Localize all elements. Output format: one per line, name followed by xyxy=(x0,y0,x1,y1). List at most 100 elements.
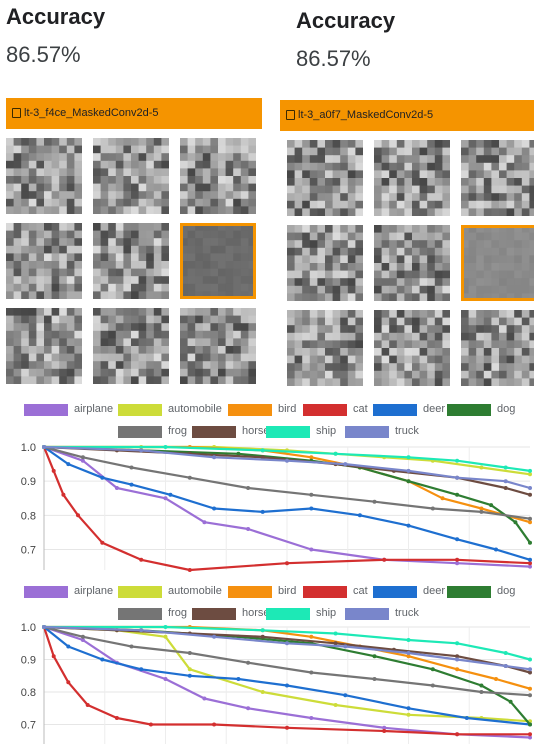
data-point-airplane xyxy=(309,716,313,720)
legend-label: truck xyxy=(395,607,419,619)
data-point-deer xyxy=(261,510,265,514)
data-point-deer xyxy=(66,462,70,466)
data-point-cat xyxy=(52,654,56,658)
data-point-frog xyxy=(246,486,250,490)
data-point-truck xyxy=(528,486,532,490)
legend-label: deer xyxy=(423,403,445,415)
data-point-frog xyxy=(479,510,483,514)
data-point-airplane xyxy=(164,496,168,500)
data-point-cat xyxy=(212,723,216,727)
legend-label: airplane xyxy=(74,585,113,597)
legend-swatch xyxy=(373,404,417,416)
data-point-bird xyxy=(494,677,498,681)
legend-label: automobile xyxy=(168,585,222,597)
data-point-deer xyxy=(358,513,362,517)
data-point-truck xyxy=(504,664,508,668)
data-point-truck xyxy=(455,658,459,662)
data-point-cat xyxy=(139,558,143,562)
y-tick-label: 0.7 xyxy=(21,720,36,732)
data-point-dog xyxy=(509,700,513,704)
image-icon xyxy=(286,110,295,120)
filter-thumbnail[interactable] xyxy=(287,140,363,216)
legend-swatch xyxy=(228,586,272,598)
legend-label: cat xyxy=(353,585,368,597)
per-class-accuracy-chart: 1.0 0.9 0.8 0.7 xyxy=(0,440,534,572)
data-point-ship xyxy=(528,658,532,662)
accuracy-title: Accuracy xyxy=(296,8,395,34)
data-point-cat xyxy=(100,541,104,545)
data-point-dog xyxy=(431,667,435,671)
legend-label: cat xyxy=(353,403,368,415)
data-point-automobile xyxy=(407,713,411,717)
data-point-ship xyxy=(261,628,265,632)
filter-thumbnail[interactable] xyxy=(374,140,450,216)
y-tick-label: 0.7 xyxy=(21,545,36,557)
data-point-ship xyxy=(455,641,459,645)
data-point-airplane xyxy=(202,697,206,701)
legend-swatch xyxy=(192,608,236,620)
data-point-truck xyxy=(504,479,508,483)
data-point-frog xyxy=(373,677,377,681)
data-point-frog xyxy=(188,651,192,655)
data-point-ship xyxy=(528,469,532,473)
data-point-deer xyxy=(407,524,411,528)
data-point-cat xyxy=(66,680,70,684)
legend-swatch xyxy=(303,586,347,598)
data-point-truck xyxy=(139,448,143,452)
data-point-bird xyxy=(528,687,532,691)
data-point-cat xyxy=(528,732,532,736)
legend-swatch xyxy=(24,586,68,598)
legend-label: deer xyxy=(423,585,445,597)
data-point-frog xyxy=(528,517,532,521)
legend-swatch xyxy=(345,426,389,438)
data-point-frog xyxy=(309,671,313,675)
data-point-truck xyxy=(42,445,46,449)
data-point-truck xyxy=(42,625,46,629)
chart-svg: 1.0 0.9 0.8 0.7 xyxy=(0,440,534,572)
data-point-truck xyxy=(343,462,347,466)
legend-swatch xyxy=(118,608,162,620)
run-header[interactable]: lt-3_a0f7_MaskedConv2d-5 xyxy=(280,100,534,131)
data-point-frog xyxy=(479,690,483,694)
filter-thumbnail[interactable] xyxy=(374,225,450,301)
filter-thumbnail[interactable] xyxy=(287,310,363,386)
filter-thumbnail[interactable] xyxy=(374,310,450,386)
data-point-cat xyxy=(115,716,119,720)
filter-thumbnail[interactable] xyxy=(461,140,534,216)
legend-swatch xyxy=(118,404,162,416)
data-point-bird xyxy=(309,455,313,459)
data-point-cat xyxy=(285,726,289,730)
data-point-dog xyxy=(489,503,493,507)
data-point-deer xyxy=(212,507,216,511)
data-point-deer xyxy=(465,716,469,720)
legend-label: bird xyxy=(278,585,296,597)
data-point-bird xyxy=(441,496,445,500)
data-point-dog xyxy=(479,684,483,688)
data-point-truck xyxy=(343,645,347,649)
y-tick-label: 0.9 xyxy=(21,655,36,667)
data-point-cat xyxy=(52,469,56,473)
data-point-automobile xyxy=(479,466,483,470)
data-point-ship xyxy=(334,632,338,636)
data-point-truck xyxy=(139,628,143,632)
filter-thumbnail[interactable] xyxy=(461,310,534,386)
data-point-airplane xyxy=(246,706,250,710)
legend-label: bird xyxy=(278,403,296,415)
legend-label: ship xyxy=(316,425,336,437)
y-tick-label: 0.8 xyxy=(21,510,36,522)
data-point-deer xyxy=(309,507,313,511)
data-point-frog xyxy=(309,493,313,497)
data-point-ship xyxy=(164,625,168,629)
data-point-ship xyxy=(407,638,411,642)
filter-thumbnail-selected[interactable] xyxy=(461,225,534,301)
data-point-deer xyxy=(100,658,104,662)
data-point-automobile xyxy=(334,703,338,707)
data-point-cat xyxy=(76,513,80,517)
legend-label: dog xyxy=(497,403,515,415)
filter-thumbnail[interactable] xyxy=(287,225,363,301)
data-point-horse xyxy=(528,493,532,497)
accuracy-value: 86.57% xyxy=(296,46,371,72)
data-point-deer xyxy=(130,483,134,487)
data-point-bird xyxy=(479,507,483,511)
data-point-bird xyxy=(309,635,313,639)
